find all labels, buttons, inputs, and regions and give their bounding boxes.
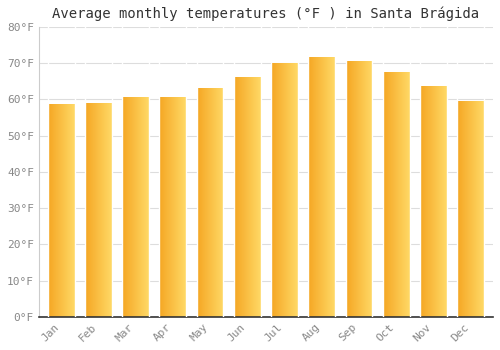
Title: Average monthly temperatures (°F ) in Santa Brágida: Average monthly temperatures (°F ) in Sa… xyxy=(52,7,480,21)
